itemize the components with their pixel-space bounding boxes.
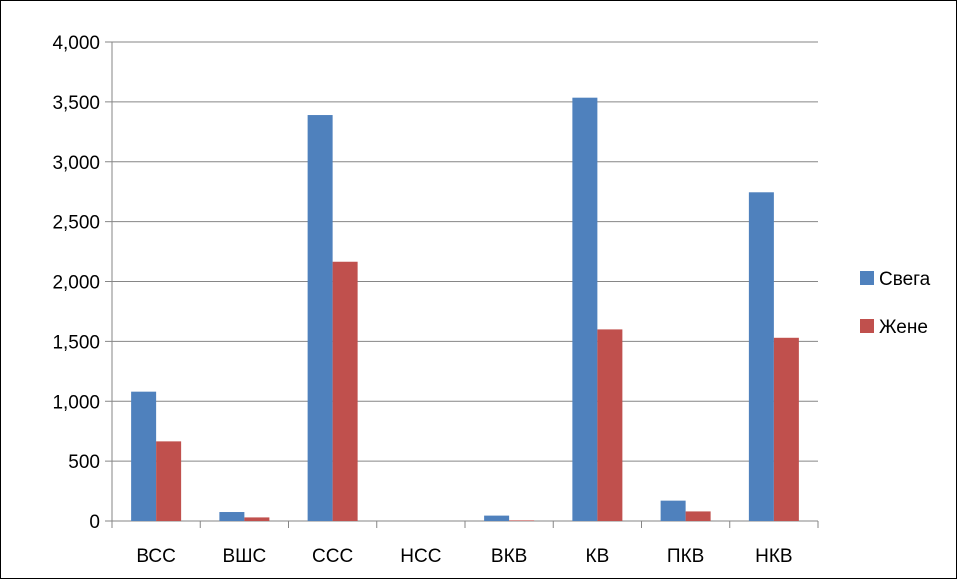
bar-series2 — [773, 337, 799, 521]
legend: Свега Жене — [860, 269, 931, 338]
bar-series1 — [484, 515, 510, 521]
legend-swatch — [860, 319, 874, 333]
bar-series1 — [219, 512, 245, 521]
bar-series1 — [131, 391, 157, 521]
bar-series2 — [332, 261, 358, 521]
x-tick-label: ССС — [312, 546, 353, 567]
x-tick-label: ПКВ — [667, 546, 704, 567]
legend-swatch — [860, 271, 874, 285]
legend-label: Жене — [879, 317, 928, 338]
axes — [105, 41, 819, 528]
bar-series1 — [660, 500, 686, 521]
bar-series2 — [156, 441, 182, 521]
bar-series1 — [748, 192, 774, 521]
bar-series1 — [572, 97, 598, 521]
y-tick-label: 500 — [68, 452, 100, 473]
legend-label: Свега — [879, 269, 931, 290]
y-tick-label: 1,500 — [52, 332, 100, 353]
y-tick-label: 2,000 — [52, 273, 100, 294]
y-tick-label: 1,000 — [52, 392, 100, 413]
bars — [131, 97, 799, 522]
x-tick-label: ВШС — [222, 546, 266, 567]
x-tick-label: НСС — [400, 546, 441, 567]
bar-series2 — [244, 517, 270, 521]
x-tick-label: ВКВ — [491, 546, 527, 567]
bar-series1 — [307, 115, 333, 522]
x-tick-label: НКВ — [755, 546, 792, 567]
y-tick-label: 4,000 — [52, 33, 100, 54]
y-axis-tick-labels: 0 500 1,000 1,500 2,000 2,500 3,000 3,500 4,000 — [52, 33, 100, 533]
bar-series2 — [509, 520, 535, 521]
y-tick-label: 3,000 — [52, 153, 100, 174]
y-tick-label: 2,500 — [52, 213, 100, 234]
gridlines — [112, 41, 818, 462]
y-tick-label: 3,500 — [52, 93, 100, 114]
x-tick-label: КВ — [586, 546, 610, 567]
y-tick-label: 0 — [89, 512, 100, 533]
bar-series2 — [597, 329, 623, 521]
bar-series2 — [685, 511, 711, 521]
x-axis-tick-labels: ВСС ВШС ССС НСС ВКВ КВ ПКВ НКВ — [136, 546, 792, 567]
x-tick-label: ВСС — [136, 546, 175, 567]
